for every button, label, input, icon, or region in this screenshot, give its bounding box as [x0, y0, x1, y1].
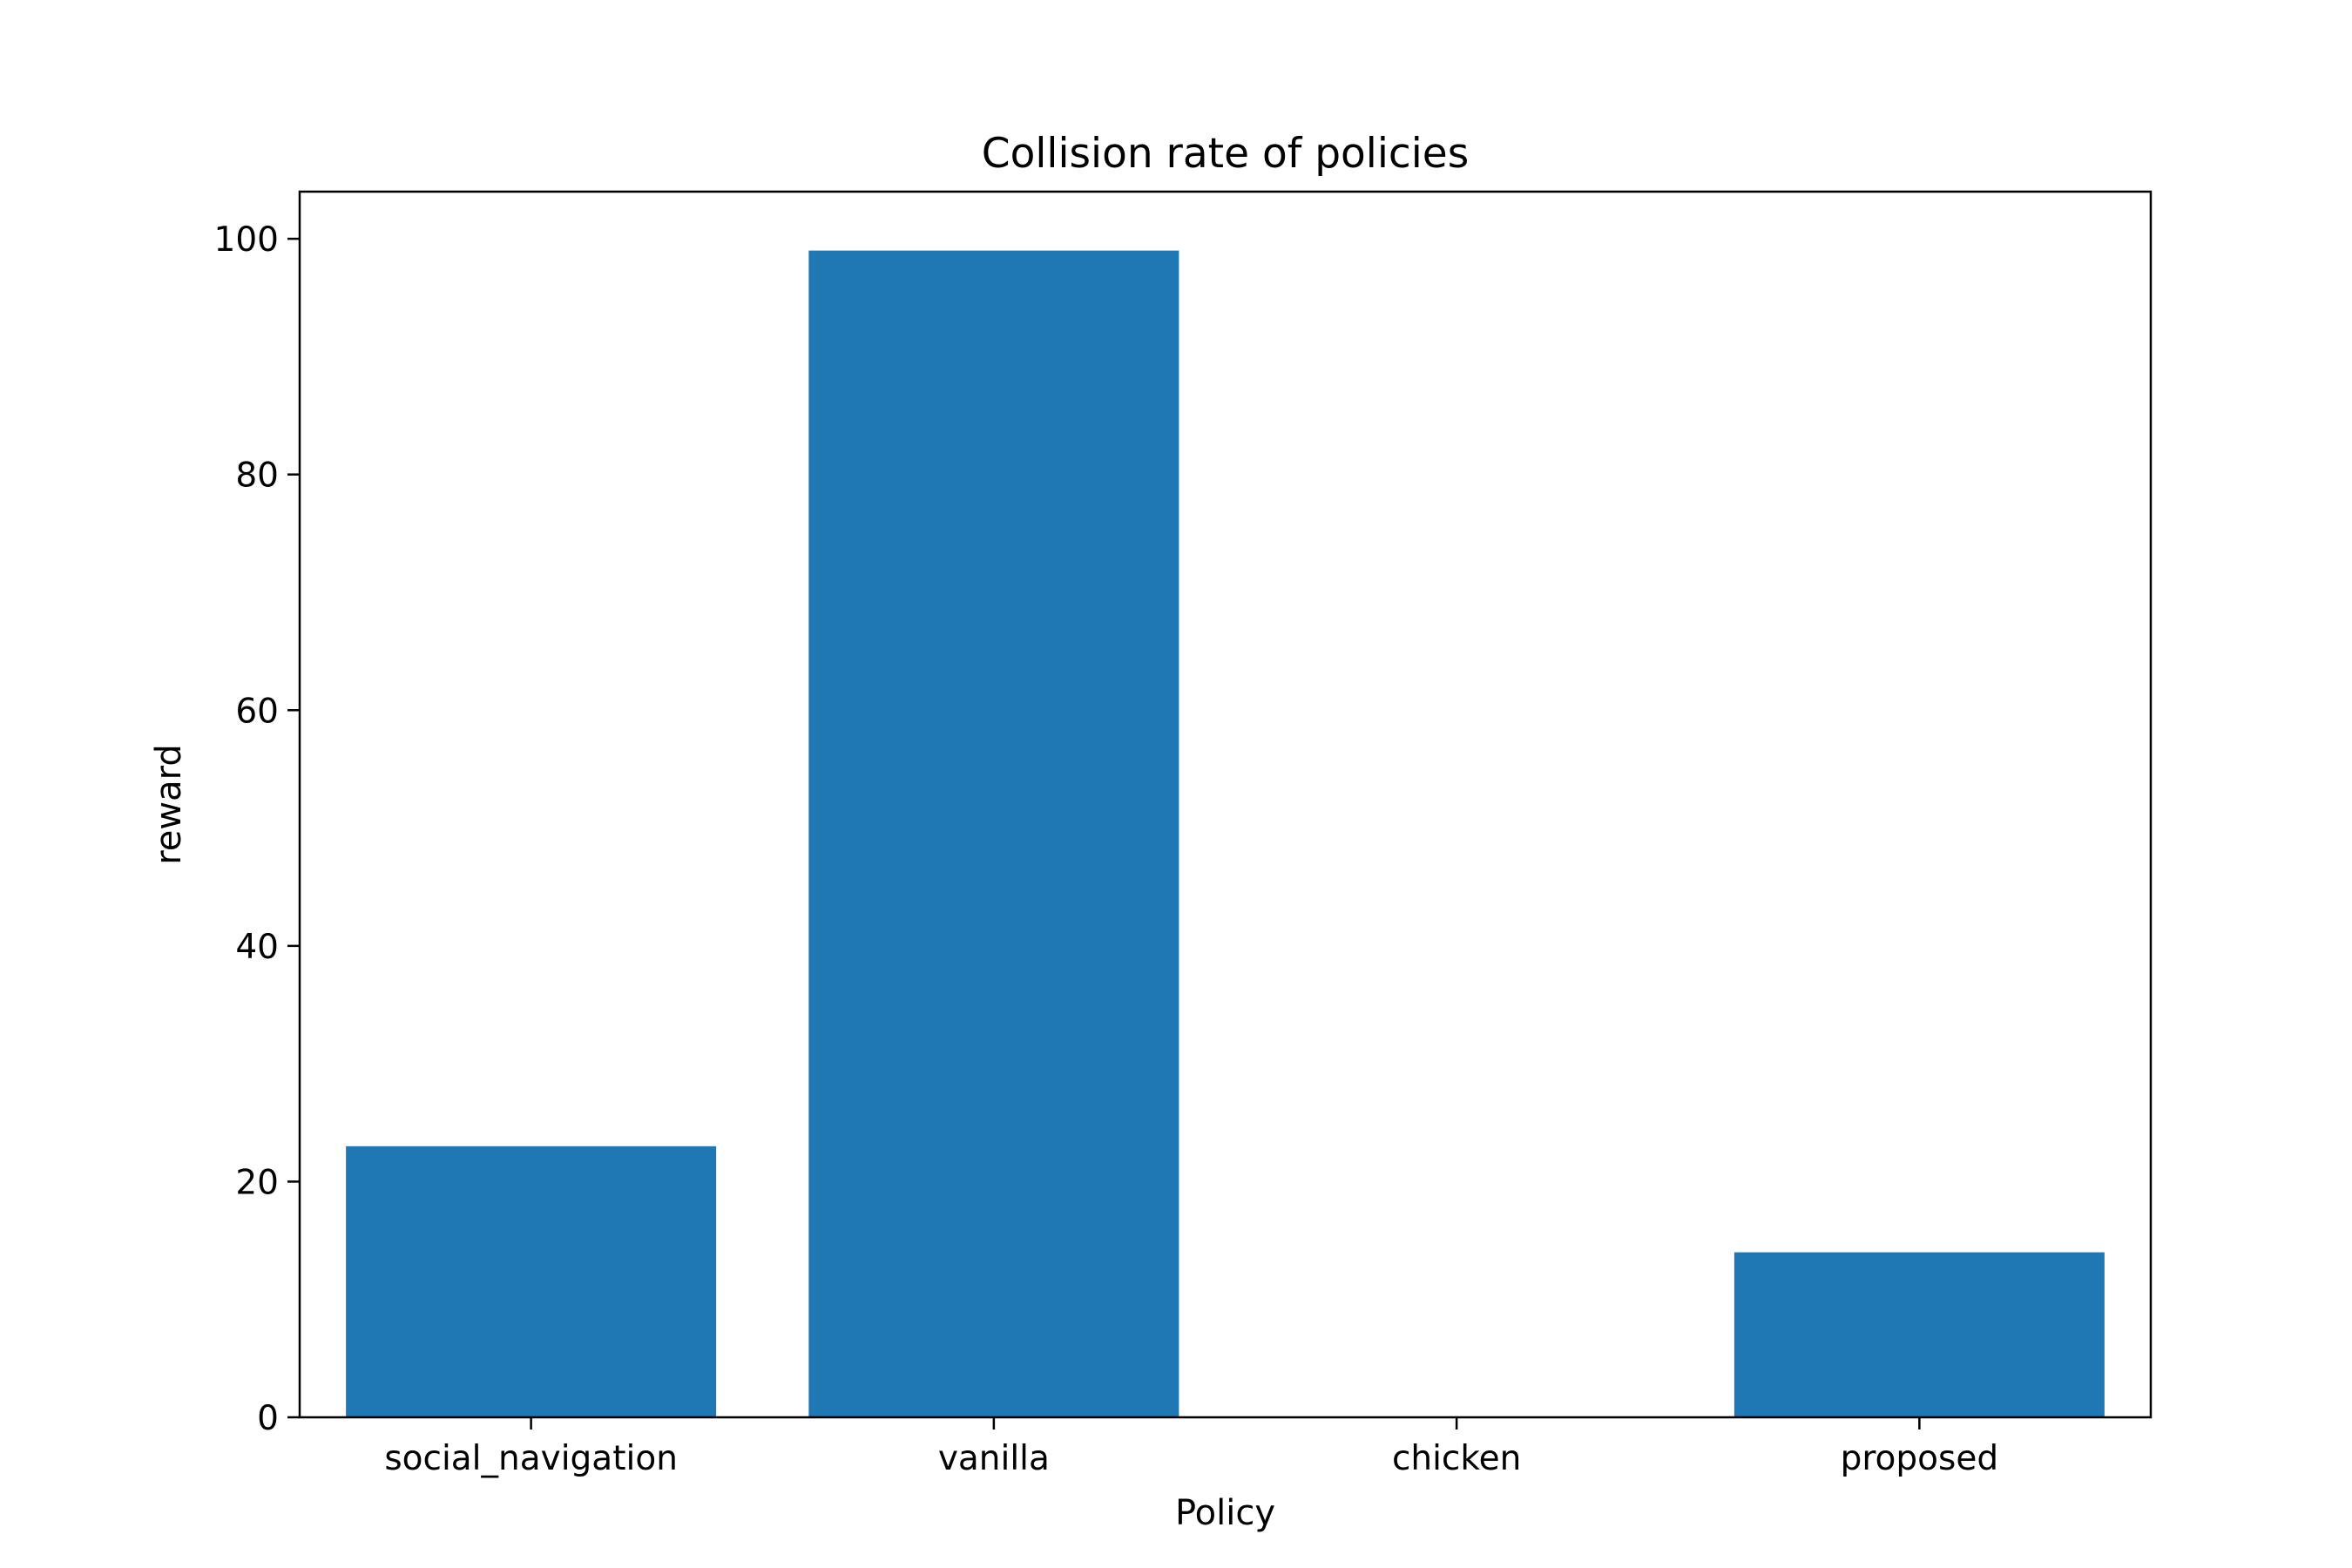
- bars-layer: [346, 250, 2105, 1417]
- y-tick-label: 20: [235, 1163, 279, 1202]
- bar-social_navigation: [346, 1146, 717, 1417]
- y-tick-label: 60: [235, 692, 279, 731]
- plot-frame: [298, 190, 2153, 1419]
- axes-layer: social_navigation vanilla chicken proposed 0…: [214, 190, 2153, 1478]
- y-tick-label: 100: [214, 220, 279, 260]
- y-tick-label: 80: [235, 456, 279, 496]
- y-axis-label: reward: [149, 744, 189, 865]
- bar-proposed: [1734, 1252, 2105, 1417]
- x-tick-label: social_navigation: [384, 1439, 678, 1478]
- bar-vanilla: [808, 250, 1179, 1417]
- x-axis-label: Policy: [1175, 1493, 1275, 1533]
- chart-title: Collision rate of policies: [982, 130, 1469, 178]
- x-tick-label: chicken: [1392, 1439, 1521, 1478]
- y-tick-label: 40: [235, 928, 279, 967]
- x-tick-label: vanilla: [938, 1439, 1050, 1478]
- y-tick-label: 0: [257, 1399, 279, 1438]
- x-tick-label: proposed: [1841, 1439, 1998, 1478]
